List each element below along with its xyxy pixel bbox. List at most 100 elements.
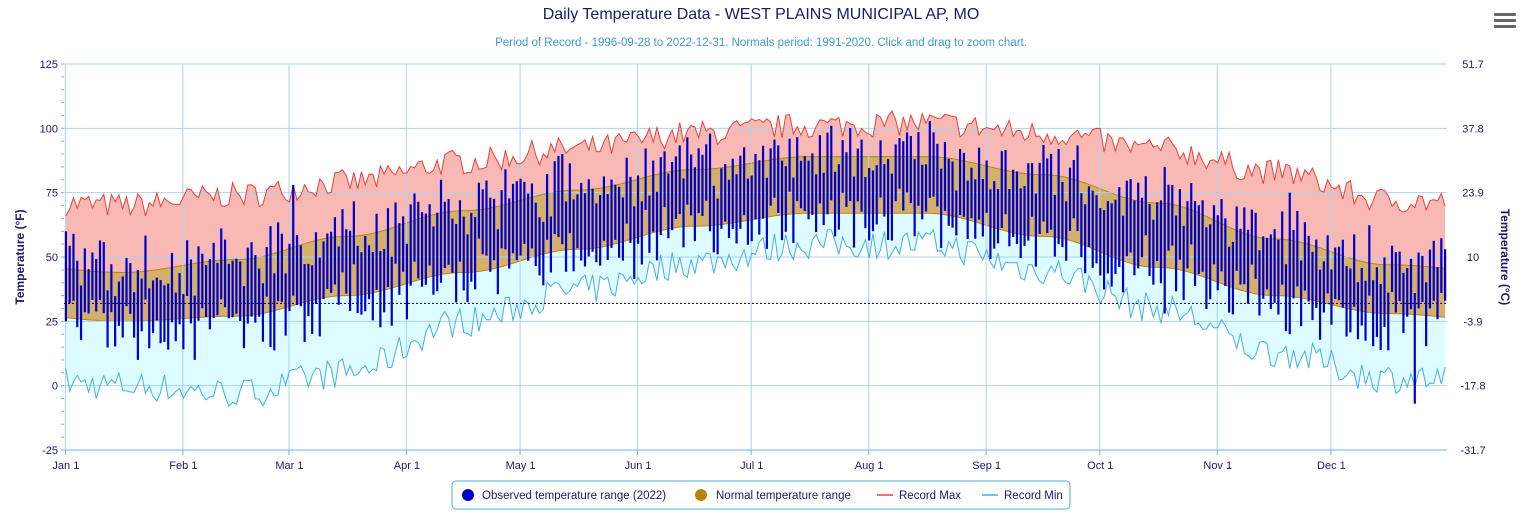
x-tick-label: Oct 1 xyxy=(1087,460,1113,472)
hamburger-menu-icon[interactable] xyxy=(1494,10,1516,30)
observed-range-bar xyxy=(636,175,640,244)
observed-range-bar xyxy=(428,204,431,266)
observed-range-bar xyxy=(993,181,996,249)
observed-range-bar xyxy=(352,201,355,265)
y-tick-label-right: 23.9 xyxy=(1462,188,1483,200)
observed-range-bar xyxy=(864,176,867,229)
observed-range-bar xyxy=(148,288,151,349)
observed-range-bar xyxy=(1349,268,1352,333)
observed-range-bar xyxy=(360,252,363,315)
observed-range-bar xyxy=(799,160,803,209)
observed-range-bar xyxy=(1057,148,1060,245)
observed-range-bar xyxy=(947,158,950,226)
observed-range-bar xyxy=(955,190,958,236)
observed-range-bar xyxy=(1118,187,1121,268)
observed-range-bar xyxy=(1046,158,1049,234)
observed-range-bar xyxy=(337,246,340,305)
x-tick-label: Jul 1 xyxy=(740,460,763,472)
y-tick-label-right: -31.7 xyxy=(1460,445,1485,457)
observed-range-bar xyxy=(583,193,587,267)
observed-range-bar xyxy=(671,161,674,231)
observed-range-bar xyxy=(1091,190,1094,268)
observed-range-bar xyxy=(345,229,348,294)
observed-range-bar xyxy=(1190,182,1193,245)
observed-range-bar xyxy=(68,245,71,304)
observed-range-bar xyxy=(258,268,261,317)
observed-range-bar xyxy=(1326,235,1329,294)
observed-range-bar xyxy=(818,135,822,204)
plot-area[interactable] xyxy=(64,63,1447,451)
observed-range-bar xyxy=(761,145,765,219)
observed-range-bar xyxy=(1379,283,1382,351)
observed-range-bar xyxy=(436,212,439,292)
y-axis-label-right: Temperature (°C) xyxy=(1498,209,1512,306)
observed-range-bar xyxy=(1330,269,1333,325)
observed-range-bar xyxy=(125,258,128,307)
observed-range-bar xyxy=(890,173,894,241)
observed-range-bar xyxy=(508,198,511,269)
observed-range-bar xyxy=(788,138,791,192)
x-tick-label: Nov 1 xyxy=(1203,460,1232,472)
observed-range-bar xyxy=(1065,201,1068,261)
y-tick-label-right: -3.9 xyxy=(1464,316,1483,328)
observed-range-bar xyxy=(212,242,215,318)
observed-range-bar xyxy=(1360,267,1363,326)
observed-range-bar xyxy=(462,216,465,291)
observed-range-bar xyxy=(1201,200,1204,272)
observed-range-bar xyxy=(1220,198,1223,272)
legend-item-record-max[interactable]: Record Max xyxy=(877,490,961,502)
observed-range-bar xyxy=(1383,257,1386,327)
observed-range-bar xyxy=(318,257,321,337)
observed-range-bar xyxy=(546,173,549,240)
observed-range-bar xyxy=(720,168,723,229)
observed-range-bar xyxy=(443,201,446,268)
observed-range-bar xyxy=(1303,222,1307,291)
observed-range-bar xyxy=(780,160,784,241)
observed-range-bar xyxy=(1372,280,1375,347)
legend-record-min-label: Record Min xyxy=(1004,490,1063,502)
observed-range-bar xyxy=(1163,166,1166,314)
observed-range-bar xyxy=(887,159,890,240)
observed-range-bar xyxy=(564,201,568,272)
observed-range-bar xyxy=(549,216,552,273)
legend-record-max-label: Record Max xyxy=(899,490,961,502)
observed-range-bar xyxy=(322,241,325,300)
observed-range-bar xyxy=(773,139,776,198)
legend-box xyxy=(451,480,1071,510)
observed-range-bar xyxy=(447,198,450,265)
x-tick-label: Dec 1 xyxy=(1317,460,1346,472)
observed-range-bar xyxy=(330,231,333,293)
menu-bar-top xyxy=(1494,13,1516,16)
observed-range-bar xyxy=(587,179,590,257)
observed-range-bar xyxy=(625,157,628,224)
observed-range-bar xyxy=(1284,264,1288,332)
observed-range-bar xyxy=(917,132,920,206)
observed-range-bar xyxy=(826,132,829,215)
observed-range-bar xyxy=(1216,215,1219,291)
observed-range-bar xyxy=(1102,210,1106,290)
observed-range-bar xyxy=(1156,202,1159,261)
observed-range-bar xyxy=(1406,267,1409,317)
observed-range-bar xyxy=(868,167,871,241)
observed-range-bar xyxy=(898,138,901,189)
legend-item-record-min[interactable]: Record Min xyxy=(982,490,1063,502)
observed-range-bar xyxy=(674,156,678,219)
observed-range-bar xyxy=(470,212,473,282)
observed-range-bar xyxy=(871,170,875,232)
observed-range-bar xyxy=(451,218,454,273)
y-tick-label-left: -25 xyxy=(42,445,58,457)
observed-range-bar xyxy=(856,148,859,202)
observed-range-bar xyxy=(364,235,367,312)
observed-range-bar xyxy=(303,264,306,343)
legend-item-normal[interactable]: Normal temperature range xyxy=(695,489,851,502)
observed-range-bar xyxy=(439,179,443,283)
observed-range-bar xyxy=(1174,215,1178,292)
legend-item-observed[interactable]: Observed temperature range (2022) xyxy=(462,489,666,502)
observed-range-bar xyxy=(928,121,931,198)
observed-range-bar xyxy=(1224,218,1227,286)
observed-range-bar xyxy=(477,182,480,239)
observed-range-bar xyxy=(394,202,397,264)
observed-range-bar xyxy=(1421,255,1424,302)
observed-range-bar xyxy=(580,182,583,261)
